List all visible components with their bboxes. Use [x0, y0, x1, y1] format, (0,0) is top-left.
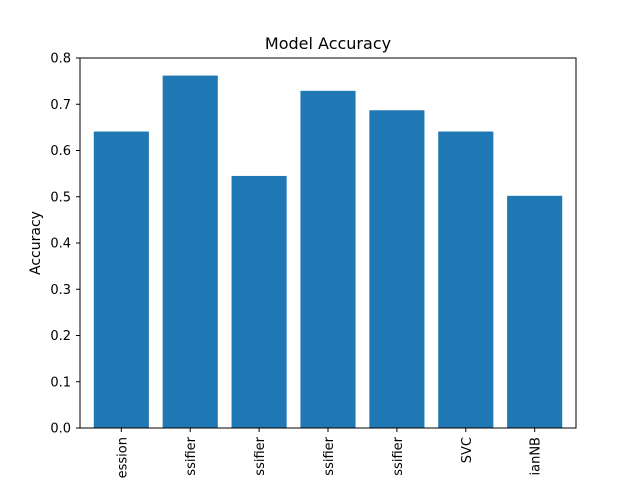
y-tick-label: 0.3 [50, 283, 71, 298]
y-tick-label: 0.6 [50, 144, 71, 159]
plot-area-frame [79, 57, 577, 429]
bar-3 [231, 175, 287, 428]
bars-group [93, 75, 563, 429]
y-tick-label: 0.5 [50, 190, 71, 205]
y-tick-label: 0.8 [50, 52, 71, 67]
bar-4 [300, 90, 356, 428]
bar-1 [93, 131, 149, 429]
y-tick-label: 0.7 [50, 98, 71, 113]
y-axis-label: Accuracy [28, 211, 44, 275]
y-tick-label: 0.4 [50, 237, 71, 252]
x-tick-label: ssifier [184, 436, 199, 475]
x-tick-label: ssifier [391, 436, 406, 475]
y-tick-label: 0.0 [50, 422, 71, 437]
x-axis-ticks: ession ssifier ssifier ssifier ssifier SVC ian… [115, 428, 544, 478]
y-axis-ticks: 0.0 0.1 0.2 0.3 0.4 0.5 0.6 0.7 0.8 [50, 52, 80, 437]
bar-6 [438, 131, 494, 429]
bar-5 [369, 110, 425, 428]
x-tick-label: ianNB [529, 437, 544, 475]
x-tick-label: SVC [460, 437, 475, 463]
bar-7 [507, 195, 563, 428]
chart-title: Model Accuracy [265, 34, 391, 53]
x-tick-label: ession [115, 437, 130, 478]
bar-2 [162, 75, 218, 428]
x-tick-label: ssifier [253, 436, 268, 475]
x-tick-label: ssifier [322, 436, 337, 475]
y-tick-label: 0.1 [50, 375, 71, 390]
y-tick-label: 0.2 [50, 329, 71, 344]
